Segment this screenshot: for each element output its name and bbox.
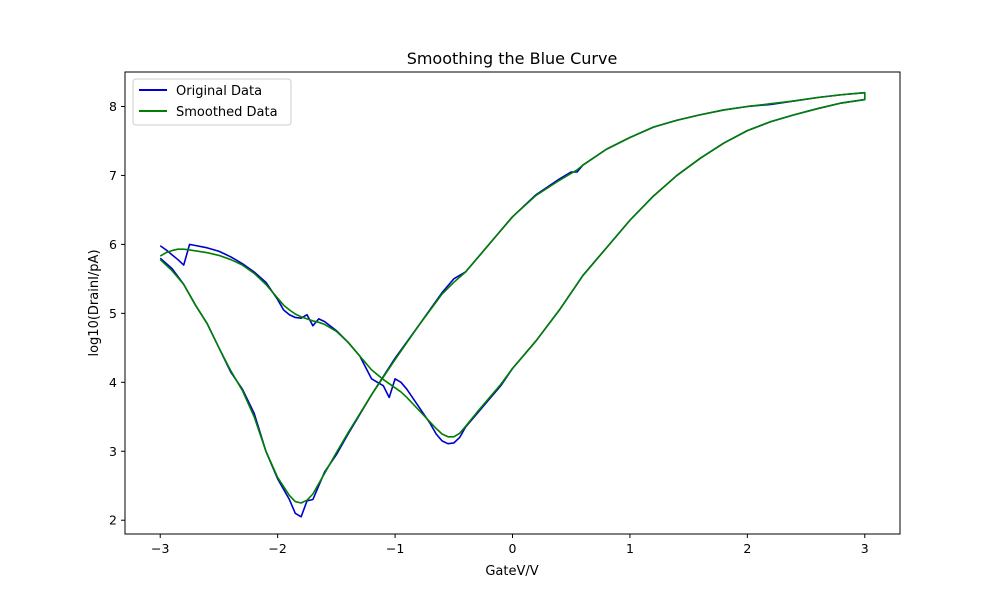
x-axis-ticks: −3 −2 −1 0 1 2 3 (151, 534, 869, 556)
axes-frame (124, 71, 901, 535)
x-tick-label: 3 (861, 541, 869, 556)
x-tick-label: 2 (743, 541, 751, 556)
y-axis-label: log10(DrainI/pA) (87, 249, 102, 356)
legend: Original Data Smoothed Data (132, 78, 292, 126)
x-tick-label: −1 (386, 541, 404, 556)
x-axis-label: GateV/V (485, 564, 538, 579)
y-tick-label: 7 (109, 168, 117, 183)
x-tick-label: 1 (626, 541, 634, 556)
y-tick-label: 3 (109, 444, 117, 459)
y-tick-label: 5 (109, 306, 117, 321)
chart-title: Smoothing the Blue Curve (407, 49, 618, 68)
y-tick-label: 6 (109, 237, 117, 252)
legend-box (132, 78, 292, 126)
y-tick-label: 4 (109, 375, 117, 390)
y-axis-ticks: 2 3 4 5 6 7 8 (109, 99, 125, 528)
legend-label-smoothed-data: Smoothed Data (176, 105, 278, 120)
y-tick-label: 2 (109, 513, 117, 528)
series-layer (159, 91, 866, 518)
x-tick-label: 0 (509, 541, 517, 556)
x-tick-label: −2 (268, 541, 286, 556)
x-tick-label: −3 (151, 541, 169, 556)
legend-label-original-data: Original Data (176, 84, 262, 99)
series-line-smoothed-data (159, 91, 866, 504)
y-tick-label: 8 (109, 99, 117, 114)
